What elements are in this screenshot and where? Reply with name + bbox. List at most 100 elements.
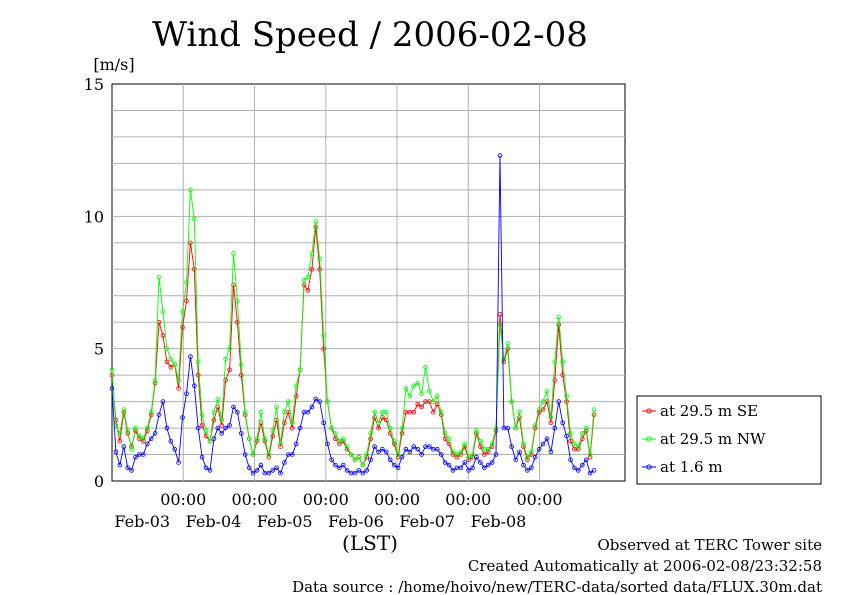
- data-point: [305, 288, 311, 293]
- data-point: [176, 378, 181, 383]
- data-point: [372, 444, 377, 449]
- y-tick-label: 5: [94, 340, 104, 359]
- data-point: [466, 468, 471, 473]
- data-point: [305, 274, 311, 280]
- series-2: [109, 187, 597, 468]
- data-point: [528, 449, 534, 455]
- data-point: [274, 404, 279, 410]
- data-point: [195, 425, 201, 431]
- data-point: [325, 441, 330, 447]
- data-point: [368, 457, 373, 463]
- data-point: [383, 409, 389, 415]
- x-tick-time: 00:00: [303, 490, 349, 509]
- data-point: [552, 378, 558, 383]
- data-point: [525, 468, 530, 473]
- data-point: [211, 417, 217, 423]
- data-point: [411, 409, 417, 415]
- data-point: [239, 362, 244, 367]
- data-point: [192, 216, 197, 222]
- data-point: [164, 425, 170, 431]
- data-point: [399, 454, 405, 460]
- data-point: [587, 452, 593, 457]
- data-point: [360, 470, 366, 476]
- data-point: [591, 468, 597, 473]
- data-point: [560, 359, 565, 365]
- x-axis-label: (LST): [342, 531, 398, 555]
- data-point: [258, 409, 264, 415]
- x-tick-date: Feb-05: [257, 512, 313, 531]
- data-point: [231, 251, 236, 256]
- series-1: [109, 224, 597, 468]
- data-point: [293, 383, 299, 389]
- data-point: [329, 457, 334, 463]
- data-point: [419, 404, 424, 410]
- data-point: [552, 359, 558, 365]
- data-point: [321, 333, 326, 338]
- data-point: [528, 465, 534, 471]
- data-point: [434, 393, 440, 399]
- data-point: [583, 457, 589, 463]
- data-point: [383, 449, 389, 455]
- data-point: [321, 420, 326, 426]
- data-point: [568, 457, 573, 463]
- data-point: [481, 465, 487, 471]
- data-point: [235, 409, 240, 415]
- data-point: [560, 420, 565, 426]
- data-point: [145, 441, 150, 447]
- x-tick-time: 00:00: [231, 490, 277, 509]
- data-point: [470, 452, 475, 457]
- x-tick-time: 00:00: [445, 490, 491, 509]
- data-point: [407, 393, 413, 399]
- data-point: [474, 428, 479, 434]
- data-point: [223, 356, 228, 362]
- data-point: [274, 465, 279, 471]
- data-point: [235, 298, 240, 304]
- data-point: [211, 409, 217, 415]
- data-point: [289, 425, 295, 431]
- data-point: [391, 438, 397, 444]
- data-point: [203, 428, 209, 434]
- data-point: [399, 431, 405, 436]
- data-point: [176, 386, 181, 391]
- data-point: [548, 449, 554, 455]
- data-point: [434, 446, 440, 452]
- x-tick-date: Feb-03: [114, 512, 170, 531]
- data-point: [152, 431, 158, 436]
- data-point: [415, 446, 421, 452]
- data-point: [309, 251, 315, 256]
- y-ticks: 0 5 10 15: [84, 75, 104, 491]
- data-point: [548, 415, 554, 420]
- data-point: [470, 465, 475, 471]
- data-point: [141, 436, 146, 442]
- data-point: [333, 431, 338, 436]
- series-3: [109, 153, 597, 476]
- data-point: [489, 441, 495, 447]
- data-point: [497, 153, 503, 158]
- legend: at 29.5 m SE at 29.5 m NW at 1.6 m: [636, 395, 822, 485]
- data-point: [450, 468, 456, 473]
- data-point: [231, 282, 236, 288]
- y-axis-label: [m/s]: [93, 55, 134, 74]
- data-point: [372, 409, 377, 415]
- data-point: [129, 446, 134, 452]
- plot-frame: [111, 83, 626, 482]
- x-tick-time: 00:00: [516, 490, 562, 509]
- data-point: [195, 359, 201, 365]
- data-point: [180, 309, 185, 314]
- data-point: [270, 428, 276, 434]
- data-point: [536, 407, 542, 412]
- data-point: [215, 396, 221, 402]
- data-point: [239, 431, 244, 436]
- data-point: [289, 452, 295, 457]
- data-point: [199, 423, 205, 428]
- data-point: [168, 356, 174, 362]
- footer-source: Data source : /home/hoivo/new/TERC-data/…: [292, 578, 822, 595]
- data-point: [454, 454, 460, 460]
- data-point: [572, 441, 577, 447]
- data-point: [540, 441, 546, 447]
- data-point: [227, 367, 232, 373]
- data-point: [403, 446, 409, 452]
- data-point: [501, 359, 507, 365]
- x-tick-date: Feb-04: [186, 512, 242, 531]
- data-point: [207, 468, 213, 473]
